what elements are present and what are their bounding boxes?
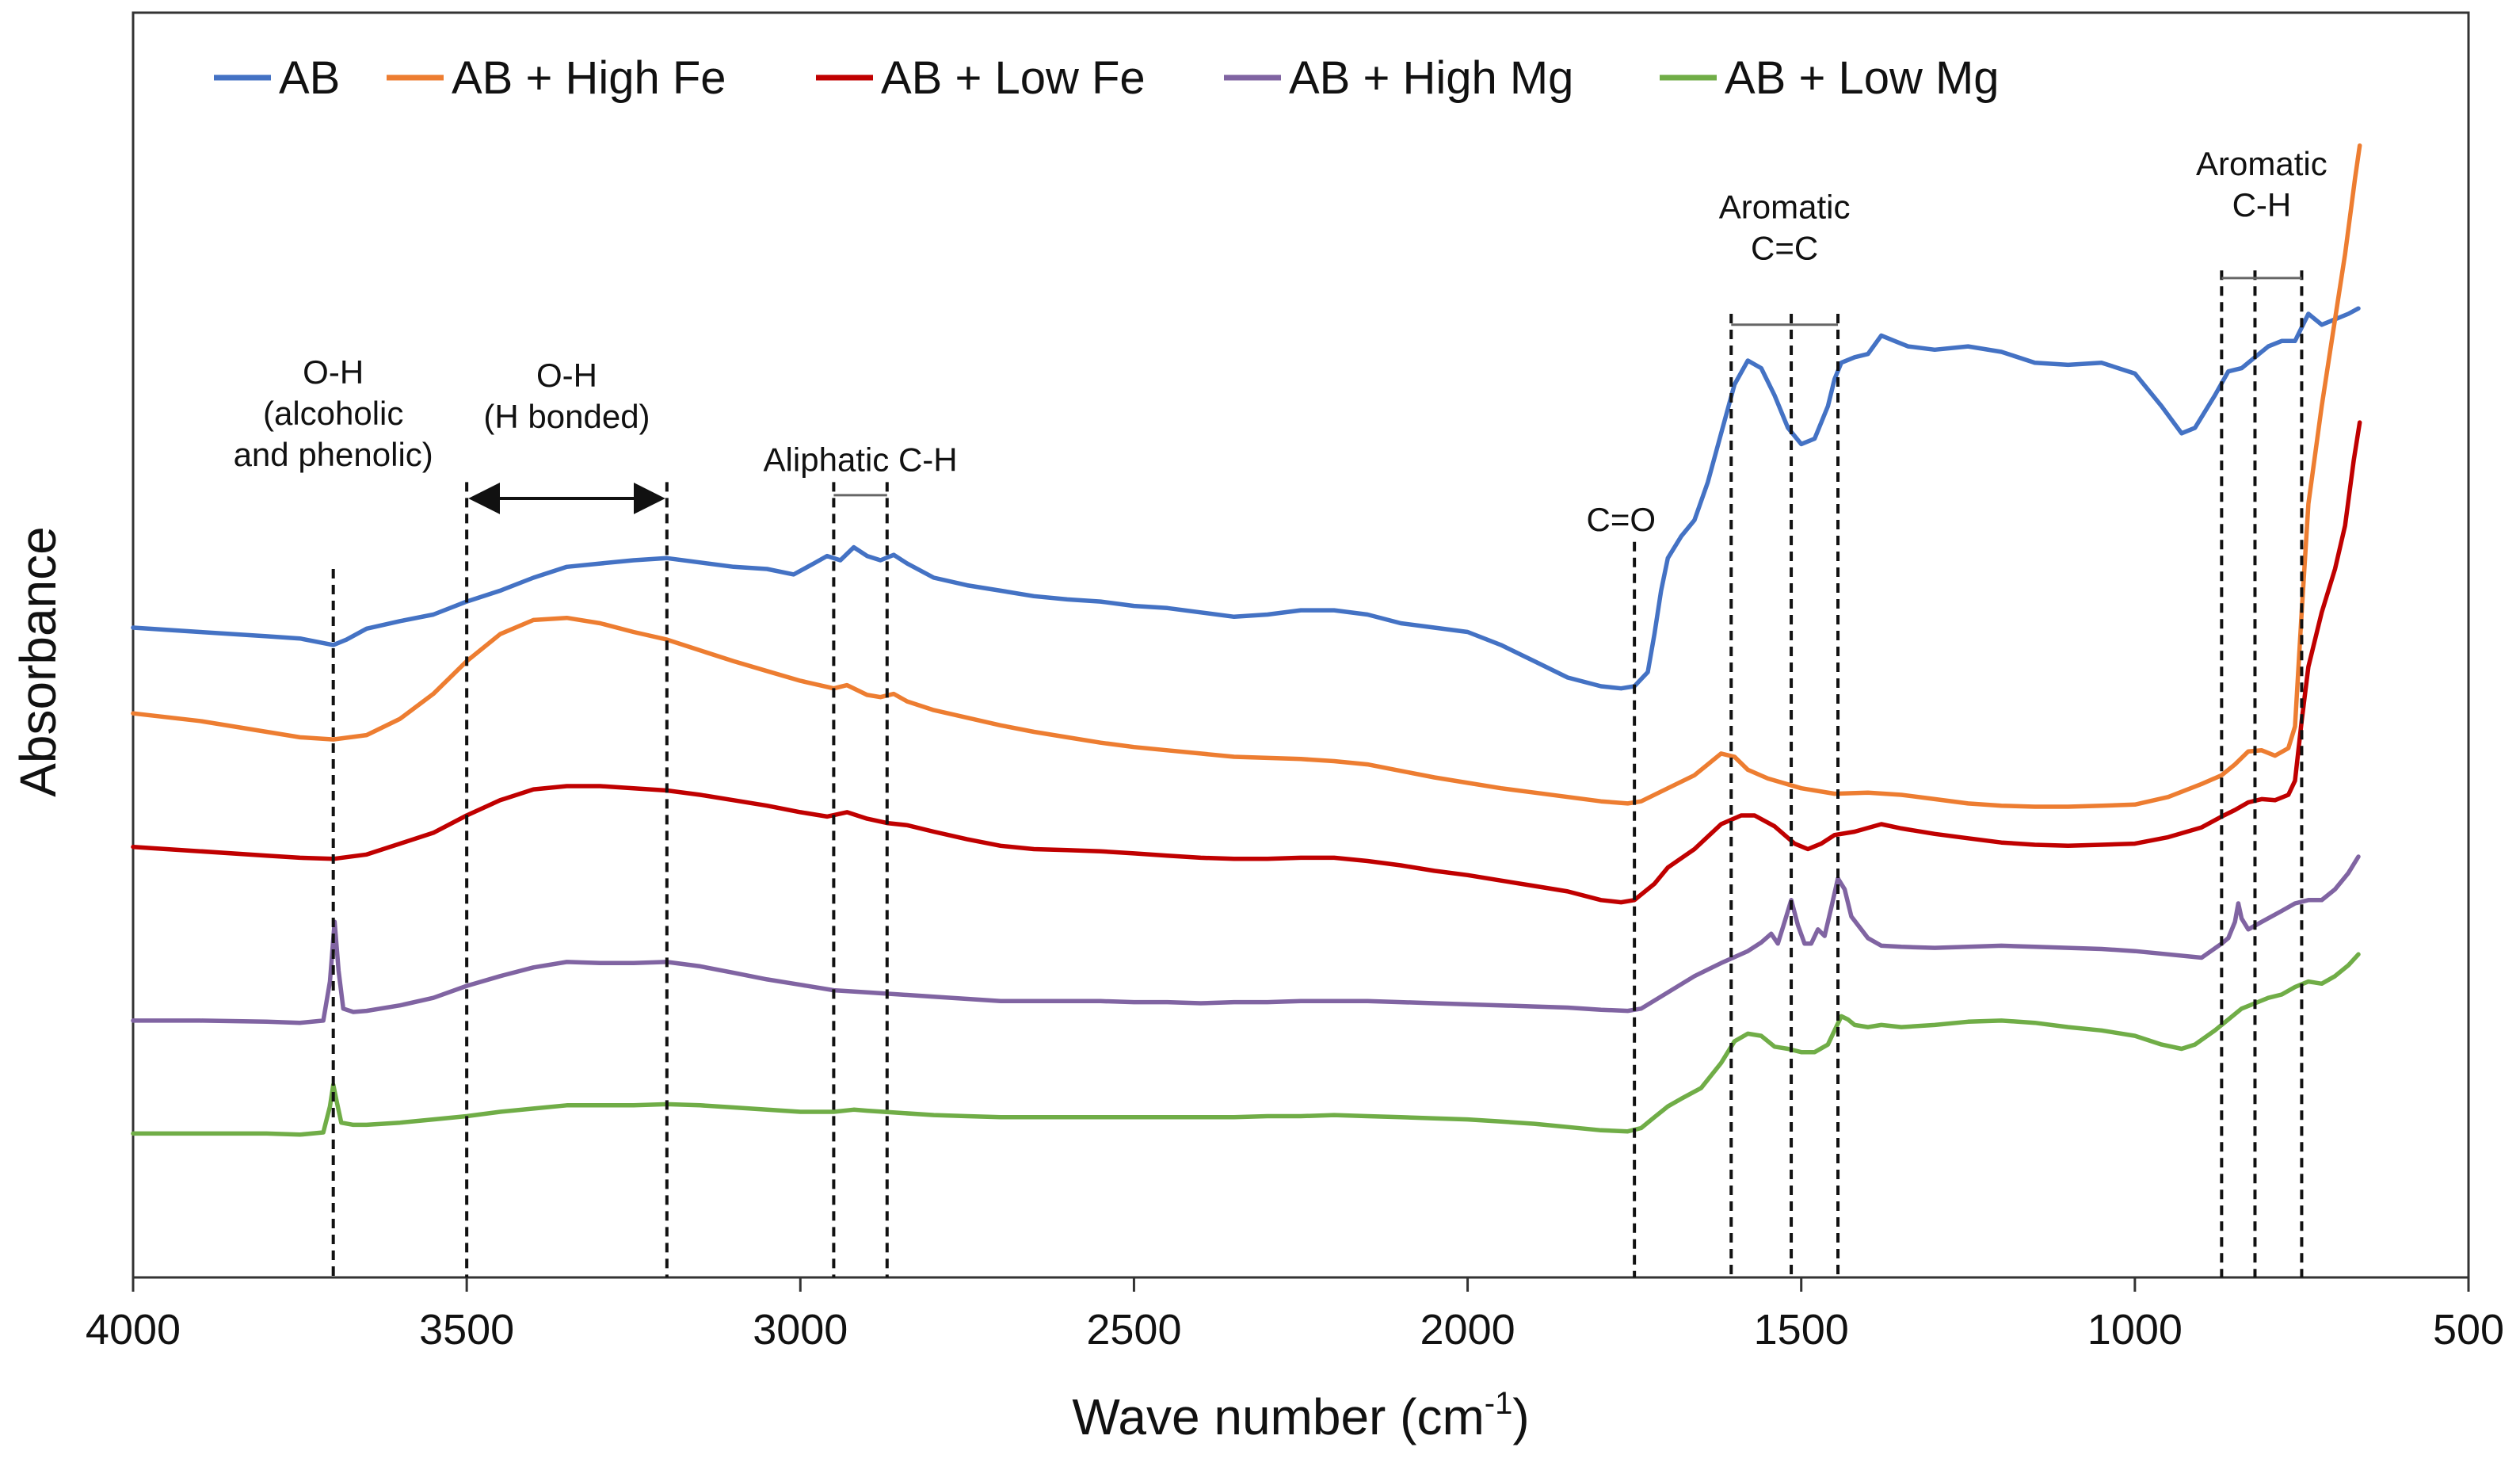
- legend-item-ab-high-fe: AB + High Fe: [387, 52, 726, 104]
- annotation-aromatic-c-h: Aromatic C-H: [2196, 145, 2327, 223]
- x-axis-label-main: Wave number (cm: [1072, 1388, 1484, 1445]
- legend: AB AB + High Fe AB + Low Fe AB + High Mg AB …: [214, 52, 2000, 104]
- annotation-aliphatic-c-h: Aliphatic C-H: [764, 441, 958, 479]
- annotation-o-h-alcoholic-and-phenolic: O-H (alcoholic and phenolic): [234, 353, 433, 473]
- legend-label: AB + High Fe: [452, 52, 726, 104]
- series-line-ab-low-fe: [131, 420, 2362, 905]
- x-axis-label-close: ): [1512, 1388, 1529, 1445]
- series-line-ab-high-mg: [131, 854, 2361, 1025]
- legend-label: AB: [279, 52, 340, 104]
- annotation-layer: O-H (alcoholic and phenolic) O-H (H bonded) A…: [234, 145, 2327, 538]
- annotation-line: C-H: [2232, 186, 2292, 223]
- annotation-o-h-h-bonded: O-H (H bonded): [483, 357, 650, 435]
- legend-item-ab: AB: [214, 52, 340, 104]
- series-layer: [131, 143, 2362, 1137]
- x-tick-label-4000: 4000: [86, 1306, 181, 1354]
- legend-label: AB + Low Fe: [881, 52, 1146, 104]
- annotation-line: Aliphatic C-H: [764, 441, 958, 479]
- x-tick-label-2500: 2500: [1086, 1306, 1181, 1354]
- plot-area: [132, 11, 2470, 1279]
- marker-layer: [331, 270, 2304, 1277]
- annotation-line: (alcoholic: [263, 395, 403, 432]
- series-line-ab-high-fe: [131, 143, 2362, 809]
- annotation-line: Aromatic: [2196, 145, 2327, 182]
- series-line-ab: [131, 306, 2361, 691]
- x-axis-label: Wave number (cm-1): [1072, 1386, 1529, 1445]
- legend-item-ab-low-fe: AB + Low Fe: [816, 52, 1146, 104]
- legend-label: AB + Low Mg: [1725, 52, 2000, 104]
- x-tick-label-2000: 2000: [1420, 1306, 1515, 1354]
- x-tick-label-1500: 1500: [1754, 1306, 1849, 1354]
- legend-item-ab-low-mg: AB + Low Mg: [1660, 52, 2000, 104]
- annotation-line: (H bonded): [483, 398, 650, 435]
- annotation-line: C=C: [1751, 230, 1818, 267]
- annotation-line: Aromatic: [1719, 189, 1851, 226]
- annotation-line: O-H: [536, 357, 597, 394]
- x-tick-layer: 4000 3500 3000 2500 2000 1500 1000 500: [86, 1277, 2504, 1354]
- annotation-line: and phenolic): [234, 436, 433, 473]
- annotation-line: O-H: [303, 353, 364, 391]
- x-tick-label-3000: 3000: [753, 1306, 848, 1354]
- legend-label: AB + High Mg: [1289, 52, 1573, 104]
- annotation-aromatic-c-c: Aromatic C=C: [1719, 189, 1851, 267]
- x-tick-label-500: 500: [2433, 1306, 2504, 1354]
- series-line-ab-low-mg: [131, 952, 2361, 1137]
- x-axis-label-sup: -1: [1485, 1386, 1513, 1421]
- x-tick-label-3500: 3500: [419, 1306, 514, 1354]
- legend-item-ab-high-mg: AB + High Mg: [1224, 52, 1573, 104]
- annotation-c-o: C=O: [1587, 501, 1656, 538]
- x-tick-label-1000: 1000: [2087, 1306, 2183, 1354]
- y-axis-label: Absorbance: [10, 526, 67, 797]
- annotation-line: C=O: [1587, 501, 1656, 538]
